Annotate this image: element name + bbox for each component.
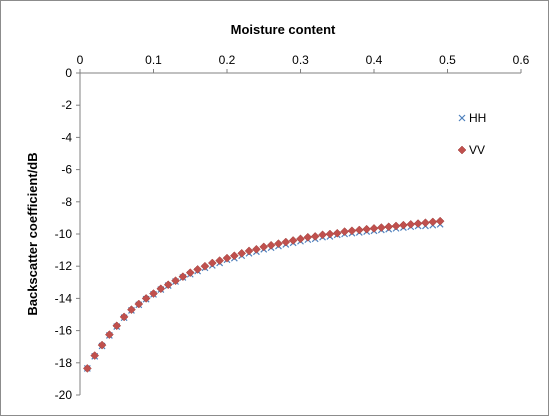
data-point-vv — [105, 330, 114, 339]
y-tick-label: -12 — [55, 259, 73, 273]
data-point-vv — [399, 220, 408, 230]
data-point-vv — [215, 256, 225, 265]
data-point-vv — [163, 280, 173, 290]
data-point-vv — [310, 232, 320, 241]
data-point-vv — [244, 246, 254, 256]
data-point-vv — [134, 299, 144, 309]
data-point-vv — [391, 221, 401, 231]
data-point-vv — [281, 237, 291, 247]
data-point-vv — [149, 289, 158, 298]
y-tick-label: -14 — [55, 291, 73, 305]
data-point-vv — [384, 222, 394, 232]
data-point-vv — [318, 230, 327, 240]
legend-marker-vv — [457, 145, 467, 155]
data-point-vv — [413, 219, 423, 228]
legend-label-hh: HH — [469, 111, 486, 125]
y-tick-label: -18 — [55, 356, 73, 370]
y-tick-label: -2 — [61, 98, 72, 112]
data-point-vv — [119, 312, 129, 322]
series-vv — [82, 216, 445, 373]
data-point-vv — [141, 294, 151, 303]
y-axis-title: Backscatter coefficient/dB — [25, 152, 40, 315]
data-point-vv — [82, 364, 92, 373]
data-point-vv — [171, 276, 180, 286]
data-point-vv — [222, 253, 232, 263]
data-point-vv — [369, 224, 379, 233]
data-point-vv — [178, 272, 188, 282]
x-tick-label: 0.6 — [513, 53, 530, 67]
data-point-vv — [185, 268, 195, 277]
data-point-vv — [193, 265, 202, 274]
data-point-vv — [259, 242, 269, 252]
data-point-vv — [252, 244, 261, 254]
x-tick-label: 0.3 — [292, 53, 309, 67]
data-point-vv — [376, 223, 386, 232]
data-point-vv — [237, 248, 247, 258]
x-tick-label: 0.1 — [145, 53, 162, 67]
legend-label-vv: VV — [469, 143, 485, 157]
data-point-vv — [296, 234, 305, 244]
y-tick-label: -8 — [61, 195, 72, 209]
data-point-vv — [340, 227, 349, 236]
legend: HH VV — [457, 111, 486, 157]
data-point-vv — [266, 240, 276, 250]
data-point-vv — [90, 351, 100, 360]
y-tick-label: -4 — [61, 130, 72, 144]
data-point-vv — [200, 261, 210, 271]
data-point-vv — [127, 305, 136, 315]
data-point-vv — [406, 219, 416, 229]
y-tick-label: -6 — [61, 163, 72, 177]
data-point-vv — [435, 216, 445, 226]
data-point-vv — [112, 321, 122, 331]
data-point-vv — [207, 258, 217, 268]
data-point-vv — [274, 239, 283, 249]
data-point-vv — [303, 232, 313, 242]
data-points — [82, 216, 445, 373]
data-point-vv — [229, 251, 239, 261]
data-point-vv — [362, 224, 372, 234]
y-tick-label: -20 — [55, 388, 73, 402]
data-point-vv — [97, 340, 107, 350]
x-tick-label: 0 — [77, 53, 84, 67]
y-tick-label: -10 — [55, 227, 73, 241]
y-tick-label: 0 — [65, 66, 72, 80]
axes: 0 0.1 0.2 0.3 0.4 0.5 0.6 0 -2 -4 -6 -8 -10 -12 -14 -16… — [55, 53, 530, 402]
x-tick-label: 0.2 — [219, 53, 236, 67]
data-point-vv — [288, 236, 298, 245]
x-tick-label: 0.4 — [366, 53, 383, 67]
data-point-vv — [428, 217, 438, 227]
legend-marker-hh — [458, 114, 466, 122]
data-point-vv — [354, 225, 364, 235]
data-point-vv — [332, 228, 342, 238]
data-point-vv — [421, 218, 430, 228]
x-axis-title: Moisture content — [231, 22, 336, 37]
x-tick-label: 0.5 — [439, 53, 456, 67]
data-point-vv — [325, 229, 335, 239]
data-point-vv — [156, 284, 166, 294]
data-point-vv — [347, 226, 357, 236]
y-tick-label: -16 — [55, 324, 73, 338]
